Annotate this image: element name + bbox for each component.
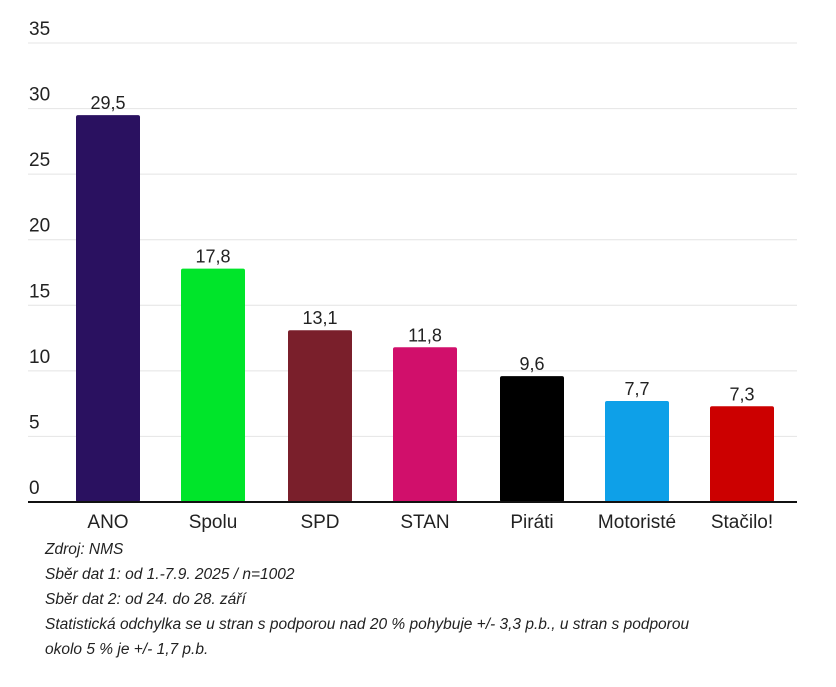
x-category-label: Piráti <box>510 512 553 533</box>
chart-notes: Zdroj: NMS Sběr dat 1: od 1.-7.9. 2025 /… <box>45 537 825 662</box>
x-category-label: Stačilo! <box>711 512 773 533</box>
value-label: 9,6 <box>519 354 544 374</box>
y-tick-label: 15 <box>29 281 50 302</box>
x-category-label: Spolu <box>189 512 238 533</box>
value-label: 17,8 <box>195 247 230 267</box>
y-tick-label: 0 <box>29 478 40 499</box>
source-note: Zdroj: NMS <box>45 541 124 558</box>
x-category-label: Motoristé <box>598 512 676 533</box>
x-category-label: STAN <box>400 512 449 533</box>
value-label: 29,5 <box>90 93 125 113</box>
bars <box>76 115 774 502</box>
x-axis-labels: ANO Spolu SPD STAN Piráti Motoristé Stačilo! <box>87 512 773 533</box>
value-labels: 29,5 17,8 13,1 11,8 9,6 7,7 7,3 <box>90 93 754 404</box>
y-tick-label: 5 <box>29 412 40 433</box>
grid-lines <box>28 42 797 437</box>
y-tick-label: 35 <box>29 19 50 40</box>
bar-motorist- <box>605 401 669 502</box>
x-category-label: ANO <box>87 512 128 533</box>
value-label: 13,1 <box>302 308 337 328</box>
bar-pir-ti <box>500 376 564 502</box>
error-note-line-1: Statistická odchylka se u stran s podpor… <box>45 616 690 633</box>
bar-spolu <box>181 268 245 502</box>
x-category-label: SPD <box>300 512 339 533</box>
y-tick-label: 10 <box>29 347 50 368</box>
y-axis-ticks: 0 5 10 15 20 25 30 35 <box>29 19 50 499</box>
collection-note-2: Sběr dat 2: od 24. do 28. září <box>45 591 246 608</box>
bar-sta-ilo- <box>710 406 774 502</box>
value-label: 7,7 <box>624 379 649 399</box>
value-label: 11,8 <box>408 325 442 345</box>
error-note-line-2: okolo 5 % je +/- 1,7 p.b. <box>45 641 209 658</box>
y-tick-label: 20 <box>29 216 50 237</box>
bar-ano <box>76 115 140 502</box>
y-tick-label: 30 <box>29 85 50 106</box>
bar-chart: 0 5 10 15 20 25 30 35 29,5 17,8 13,1 11,8 9,6 7,7 7,3… <box>28 19 797 533</box>
bar-stan <box>393 347 457 502</box>
bar-spd <box>288 330 352 502</box>
y-tick-label: 25 <box>29 150 50 171</box>
value-label: 7,3 <box>729 384 754 404</box>
collection-note-1: Sběr dat 1: od 1.-7.9. 2025 / n=1002 <box>45 566 295 583</box>
